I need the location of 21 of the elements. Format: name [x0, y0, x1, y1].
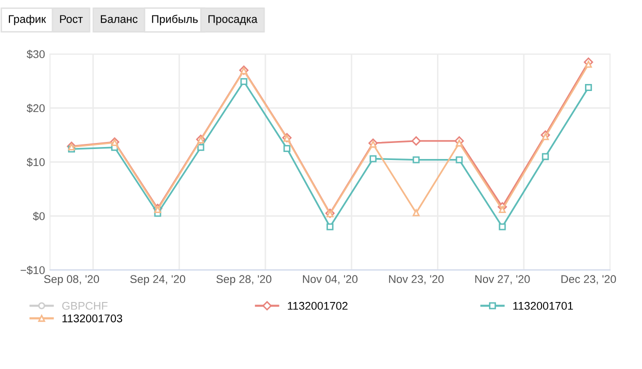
- legend-label: 1132001702: [288, 302, 348, 310]
- text: График: [8, 14, 46, 26]
- x-tick-label: Nov 23, '20: [389, 275, 444, 284]
- x-tick-label: Sep 28, '20: [216, 275, 272, 286]
- y-tick-label: $10: [26, 158, 45, 167]
- y-tick-label: $20: [26, 104, 45, 113]
- x-tick-label: Nov 27, '20: [475, 275, 530, 284]
- text: Баланс: [100, 15, 138, 23]
- x-tick-label: Nov 04, '20: [302, 275, 358, 284]
- legend-label: GBPCHF: [62, 302, 108, 310]
- y-tick-label: −$10: [20, 266, 45, 275]
- x-tick-label: Dec 23, '20: [561, 275, 616, 284]
- x-tick-label: Sep 08, '20: [44, 275, 100, 286]
- text: Прибыль: [152, 14, 198, 26]
- legend-label: 1132001703: [62, 314, 122, 322]
- legend-label: 1132001701: [513, 302, 573, 310]
- x-tick-label: Sep 24, '20: [130, 275, 186, 286]
- y-tick-label: $0: [32, 212, 45, 221]
- text: Рост: [60, 15, 83, 23]
- text: Просадка: [208, 15, 258, 26]
- y-tick-label: $30: [26, 50, 45, 59]
